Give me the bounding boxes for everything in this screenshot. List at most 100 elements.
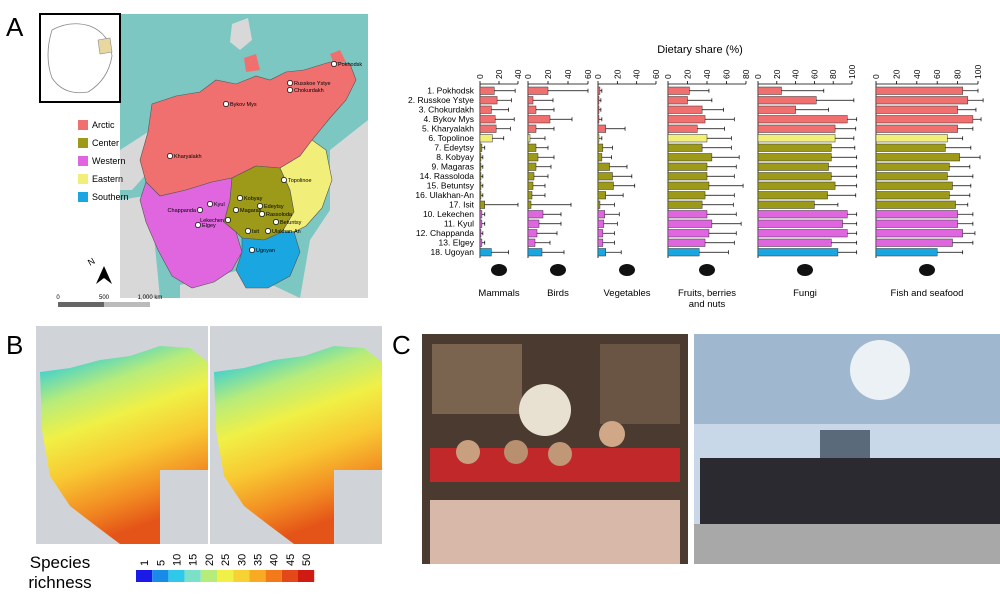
bar: [479, 105, 492, 114]
legend-swatch-arctic: [78, 120, 88, 130]
site-label: Kharyalakh: [174, 154, 202, 160]
richness-tick: 10: [172, 554, 184, 566]
panel-label-c: C: [392, 330, 411, 360]
bar: [667, 219, 713, 228]
photo-building-glass: [694, 334, 1000, 424]
richness-tick: 40: [269, 554, 281, 566]
bar: [479, 153, 482, 162]
legend-swatch-center: [78, 138, 88, 148]
bar: [667, 105, 703, 114]
x-tick-label: 80: [953, 69, 963, 79]
site-marker: [331, 61, 337, 67]
category-label: 7. Edeytsy: [434, 142, 474, 152]
category-label: 15. Betuntsy: [427, 180, 475, 190]
bar: [667, 162, 708, 171]
series-icon: [619, 264, 635, 276]
bar: [479, 248, 492, 257]
series-label: Fruits, berries: [678, 288, 736, 299]
richness-tick: 20: [204, 554, 216, 566]
x-tick-label: 60: [583, 69, 593, 79]
x-tick-label: 0: [523, 74, 533, 79]
series-label: Fish and seafood: [891, 288, 964, 299]
bar: [527, 105, 537, 114]
photo-building-pavement: [694, 524, 1000, 564]
bar: [757, 86, 782, 95]
bar: [527, 172, 535, 181]
bar: [757, 143, 832, 152]
bar: [479, 134, 493, 143]
richness-tick: 25: [220, 554, 232, 566]
site-label: Lekechen: [200, 218, 224, 224]
x-tick-label: 20: [683, 69, 693, 79]
scale-bar-light: [104, 302, 150, 307]
photo-yurt-table: [430, 500, 680, 564]
bar: [527, 181, 534, 190]
bar: [527, 143, 537, 152]
x-tick-label: 20: [543, 69, 553, 79]
inset-map: [39, 13, 121, 103]
bar: [597, 210, 606, 219]
richness-swatch: [265, 570, 282, 582]
bar: [527, 86, 549, 95]
category-label: 11. Kyul: [444, 218, 474, 228]
category-label: 5. Kharyalakh: [422, 123, 474, 133]
site-marker: [281, 177, 287, 183]
category-label: 3. Chokurdakh: [419, 104, 475, 114]
bar: [757, 172, 832, 181]
site-label: Bykov Mys: [230, 102, 257, 108]
series-label: Fungi: [793, 288, 817, 299]
legend-swatch-eastern: [78, 174, 88, 184]
x-tick-label: 40: [513, 69, 523, 79]
site-marker: [167, 153, 173, 159]
category-label: 17. Isit: [449, 199, 475, 209]
richness-swatch: [217, 570, 234, 582]
legend-swatch-southern: [78, 192, 88, 202]
richness-map-left-sea: [160, 470, 208, 544]
richness-swatch: [152, 570, 169, 582]
bar: [527, 229, 538, 238]
scale-label-0: 0: [56, 295, 60, 301]
richness-swatch: [249, 570, 266, 582]
bar: [875, 162, 950, 171]
x-tick-label: 60: [651, 69, 661, 79]
bar: [667, 153, 713, 162]
bar: [757, 219, 843, 228]
bar: [479, 115, 496, 124]
series-icon: [919, 264, 935, 276]
bar: [667, 134, 708, 143]
bar: [527, 210, 544, 219]
bar: [757, 96, 817, 105]
bar: [757, 248, 839, 257]
bar: [667, 238, 706, 247]
site-label: Ulakhan-An: [272, 229, 301, 235]
bar: [875, 248, 938, 257]
region-eastern: [279, 139, 333, 233]
bar: [875, 181, 953, 190]
legend-label-eastern: Eastern: [92, 174, 123, 184]
site-marker: [195, 222, 201, 228]
photo-group-building: [694, 334, 1000, 564]
x-tick-label: 20: [612, 69, 622, 79]
x-tick-label: 20: [494, 69, 504, 79]
bar: [757, 181, 836, 190]
richness-title-2: richness: [28, 573, 91, 592]
richness-title-1: Species: [30, 553, 90, 572]
site-label: Ugoyan: [256, 248, 275, 254]
bar: [479, 191, 482, 200]
site-marker: [265, 228, 271, 234]
bar: [527, 115, 551, 124]
bar: [597, 115, 600, 124]
category-label: 12. Chappanda: [416, 228, 474, 238]
panel-label-a: A: [6, 12, 24, 42]
bar: [757, 200, 815, 209]
x-tick-label: 40: [702, 69, 712, 79]
north-label: N: [86, 256, 97, 268]
bar: [527, 162, 537, 171]
bar: [875, 153, 960, 162]
richness-tick: 30: [236, 554, 248, 566]
bar: [597, 124, 606, 133]
bar: [875, 86, 963, 95]
